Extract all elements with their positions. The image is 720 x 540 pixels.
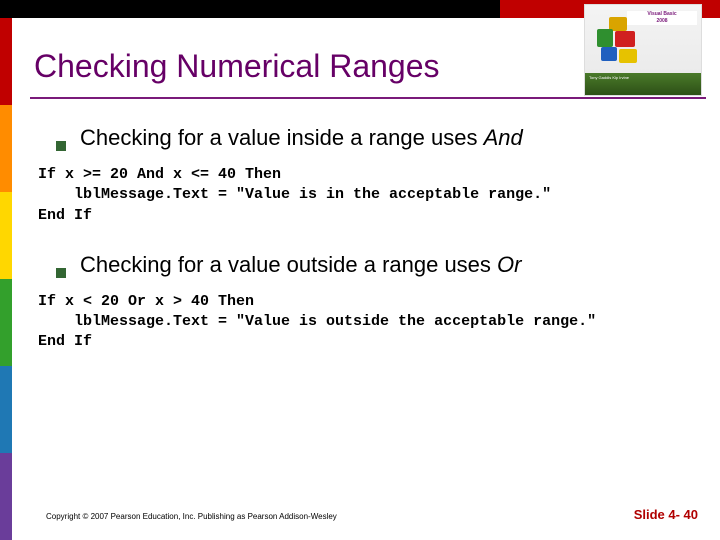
slide-content: Checking Numerical Ranges Checking for a… [34,48,702,353]
bullet-item: Checking for a value outside a range use… [56,252,702,278]
stripe [0,105,12,192]
bullet-text: Checking for a value inside a range uses… [80,125,523,151]
stripe [0,18,12,105]
bullet-text-plain: Checking for a value inside a range uses [80,125,484,150]
slide-title: Checking Numerical Ranges [34,48,702,85]
lego-block [597,29,613,47]
bullet-text-italic: Or [497,252,521,277]
code-block: If x >= 20 And x <= 40 Then lblMessage.T… [38,165,702,226]
copyright-text: Copyright © 2007 Pearson Education, Inc.… [46,512,337,521]
stripe [0,453,12,540]
bullet-text: Checking for a value outside a range use… [80,252,522,278]
stripe [0,366,12,453]
lego-block [615,31,635,47]
bullet-text-italic: And [484,125,523,150]
bullet-square-icon [56,141,66,151]
stripe [0,192,12,279]
slide-footer: Copyright © 2007 Pearson Education, Inc.… [46,507,698,522]
slide-number: Slide 4- 40 [634,507,698,522]
side-color-stripes [0,18,12,540]
stripe [0,279,12,366]
bullet-square-icon [56,268,66,278]
title-rule [30,97,706,99]
code-block: If x < 20 Or x > 40 Then lblMessage.Text… [38,292,702,353]
bullet-item: Checking for a value inside a range uses… [56,125,702,151]
bullet-text-plain: Checking for a value outside a range use… [80,252,497,277]
top-bar-black [0,0,500,18]
